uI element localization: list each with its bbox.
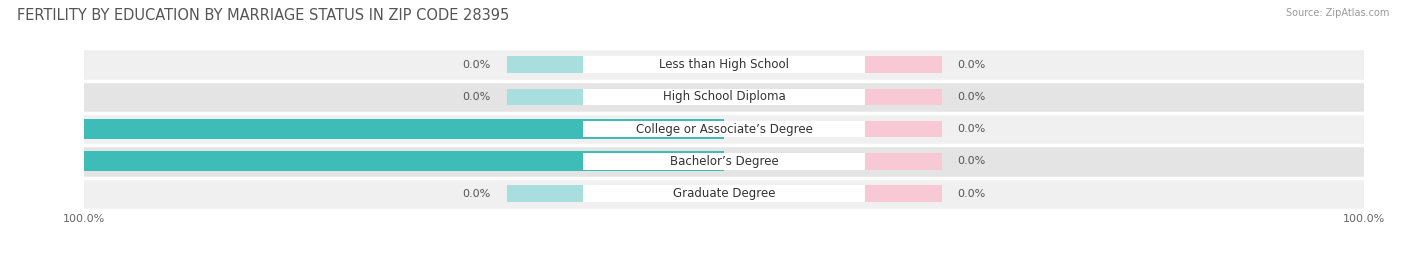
Text: 0.0%: 0.0% (463, 59, 491, 70)
Bar (84, 81, 1364, 113)
Legend: Married, Unmarried: Married, Unmarried (645, 266, 803, 269)
Bar (583, 89, 865, 105)
Bar (865, 56, 942, 73)
Bar (506, 185, 583, 202)
Bar (583, 185, 865, 202)
Text: Bachelor’s Degree: Bachelor’s Degree (669, 155, 779, 168)
Text: Graduate Degree: Graduate Degree (673, 187, 775, 200)
Bar (84, 145, 1364, 178)
Bar (84, 151, 724, 171)
Bar (865, 121, 942, 137)
Text: 100.0%: 100.0% (22, 156, 69, 167)
Bar (84, 178, 1364, 210)
Bar (506, 89, 583, 105)
Bar (84, 48, 1364, 81)
Text: Less than High School: Less than High School (659, 58, 789, 71)
Bar (583, 56, 865, 73)
Text: 100.0%: 100.0% (22, 124, 69, 134)
Bar (865, 89, 942, 105)
Text: 0.0%: 0.0% (463, 92, 491, 102)
Bar (865, 153, 942, 170)
Bar (583, 121, 865, 137)
Text: 0.0%: 0.0% (463, 189, 491, 199)
Text: 0.0%: 0.0% (957, 59, 986, 70)
Text: 0.0%: 0.0% (957, 124, 986, 134)
Text: 0.0%: 0.0% (957, 156, 986, 167)
Bar (583, 153, 865, 170)
Text: High School Diploma: High School Diploma (662, 90, 786, 103)
Bar (84, 113, 1364, 145)
Text: Source: ZipAtlas.com: Source: ZipAtlas.com (1285, 8, 1389, 18)
Text: FERTILITY BY EDUCATION BY MARRIAGE STATUS IN ZIP CODE 28395: FERTILITY BY EDUCATION BY MARRIAGE STATU… (17, 8, 509, 23)
Text: 0.0%: 0.0% (957, 92, 986, 102)
Text: 0.0%: 0.0% (957, 189, 986, 199)
Bar (865, 185, 942, 202)
Bar (84, 119, 724, 139)
Text: College or Associate’s Degree: College or Associate’s Degree (636, 123, 813, 136)
Bar (506, 56, 583, 73)
